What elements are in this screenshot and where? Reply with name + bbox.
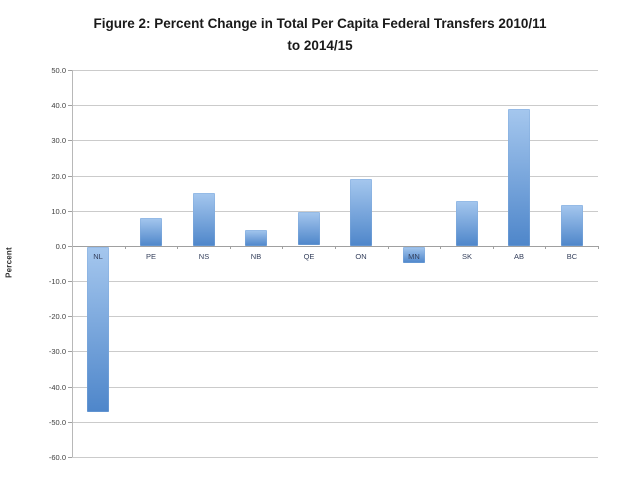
- category-boundary-tick: [335, 246, 336, 249]
- bar-SK: [456, 201, 478, 246]
- category-label-BC: BC: [566, 252, 578, 261]
- gridline-10: [72, 211, 598, 212]
- gridline-30: [72, 140, 598, 141]
- y-tick-label: 30.0: [51, 136, 66, 145]
- y-tick-mark: [68, 70, 72, 71]
- gridline-50: [72, 70, 598, 71]
- y-tick-label: -30.0: [48, 347, 66, 356]
- category-boundary-tick: [440, 246, 441, 249]
- y-tick-mark: [68, 246, 72, 247]
- category-label-ON: ON: [355, 252, 367, 261]
- y-tick-label: -60.0: [48, 453, 66, 462]
- y-tick-mark: [68, 105, 72, 106]
- category-label-QE: QE: [303, 252, 315, 261]
- y-tick-label: -20.0: [48, 312, 66, 321]
- y-tick-label: -40.0: [48, 383, 66, 392]
- y-tick-label: 50.0: [51, 66, 66, 75]
- bar-AB: [508, 109, 530, 246]
- chart-title: Figure 2: Percent Change in Total Per Ca…: [0, 13, 640, 57]
- bar-ON: [350, 179, 372, 246]
- y-tick-mark: [68, 387, 72, 388]
- gridline--20: [72, 316, 598, 317]
- gridline-40: [72, 105, 598, 106]
- y-tick-mark: [68, 176, 72, 177]
- gridline--60: [72, 457, 598, 458]
- category-boundary-tick: [493, 246, 494, 249]
- gridline--50: [72, 422, 598, 423]
- category-boundary-tick: [282, 246, 283, 249]
- y-tick-mark: [68, 281, 72, 282]
- y-axis-line: [72, 70, 73, 457]
- gridline--40: [72, 387, 598, 388]
- chart-title-line1: Figure 2: Percent Change in Total Per Ca…: [93, 16, 547, 31]
- category-boundary-tick: [177, 246, 178, 249]
- category-label-NB: NB: [250, 252, 262, 261]
- category-label-MN: MN: [408, 252, 420, 261]
- bar-PE: [140, 218, 162, 246]
- chart-title-line2: to 2014/15: [287, 38, 353, 53]
- y-tick-mark: [68, 457, 72, 458]
- y-tick-mark: [68, 140, 72, 141]
- bar-BC: [561, 205, 583, 246]
- category-label-NS: NS: [198, 252, 210, 261]
- category-boundary-tick: [545, 246, 546, 249]
- bar-QE: [298, 212, 320, 245]
- bar-MN: [403, 247, 425, 263]
- y-tick-label: -50.0: [48, 418, 66, 427]
- bar-NB: [245, 230, 267, 246]
- y-tick-mark: [68, 422, 72, 423]
- category-boundary-tick: [230, 246, 231, 249]
- category-boundary-tick: [125, 246, 126, 249]
- y-tick-mark: [68, 351, 72, 352]
- y-tick-mark: [68, 316, 72, 317]
- y-tick-mark: [68, 211, 72, 212]
- category-label-NL: NL: [93, 252, 103, 261]
- category-label-AB: AB: [513, 252, 524, 261]
- bar-NS: [193, 193, 215, 246]
- y-tick-label: -10.0: [48, 277, 66, 286]
- category-boundary-tick: [388, 246, 389, 249]
- y-tick-label: 20.0: [51, 172, 66, 181]
- category-boundary-tick: [598, 246, 599, 249]
- y-tick-label: 10.0: [51, 207, 66, 216]
- category-label-SK: SK: [461, 252, 472, 261]
- bar-NL: [87, 247, 109, 412]
- gridline-20: [72, 176, 598, 177]
- y-tick-label: 0.0: [55, 242, 66, 251]
- category-label-PE: PE: [145, 252, 156, 261]
- y-tick-label: 40.0: [51, 101, 66, 110]
- gridline--30: [72, 351, 598, 352]
- gridline--10: [72, 281, 598, 282]
